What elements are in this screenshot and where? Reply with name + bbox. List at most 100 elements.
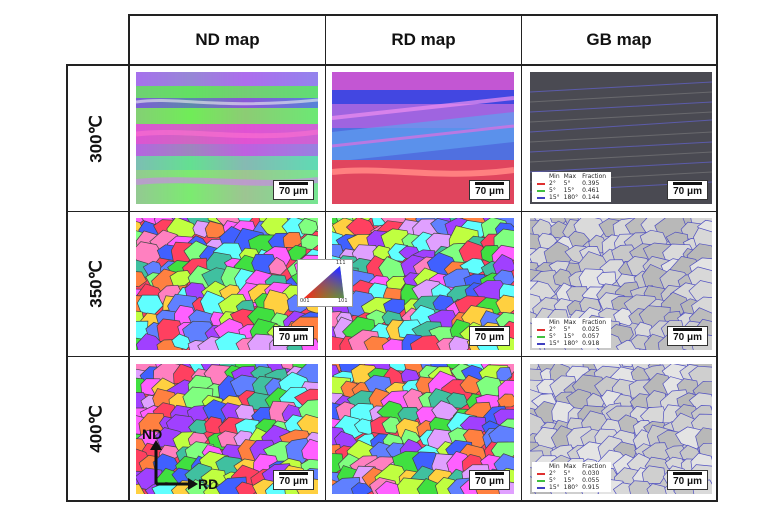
nd-map-400-image xyxy=(136,364,318,494)
scale-bar: 70 μm xyxy=(469,180,510,200)
scale-bar: 70 μm xyxy=(469,470,510,490)
row-header-400: 400℃ xyxy=(66,357,128,500)
column-header-gb-label: GB map xyxy=(586,30,652,49)
legend-fraction: 0.395 xyxy=(582,180,600,187)
legend-fraction: 0.025 xyxy=(582,326,600,333)
row-header-350-label: 350℃ xyxy=(87,260,106,308)
legend-header-fraction: Fraction xyxy=(582,173,607,180)
table-border-top xyxy=(128,14,718,16)
scale-bar: 70 μm xyxy=(273,470,314,490)
nd-map-400: 70 μm xyxy=(136,364,318,494)
legend-max: 5° xyxy=(563,326,571,333)
row-header-300: 300℃ xyxy=(66,66,128,211)
scale-bar-label: 70 μm xyxy=(279,332,308,343)
scale-bar-label: 70 μm xyxy=(475,332,504,343)
axis-label-rd: RD xyxy=(198,476,219,492)
table-border-col2 xyxy=(521,14,522,502)
grain xyxy=(497,393,514,408)
column-header-nd-label: ND map xyxy=(195,30,260,49)
table-border-row1 xyxy=(66,211,718,212)
legend-max: 180° xyxy=(563,484,579,491)
gb-map-300: Min Max Fraction 2° 5° 0.395 5° 15° 0.461 15° 1… xyxy=(530,72,712,204)
scale-bar-label: 70 μm xyxy=(475,186,504,197)
grain xyxy=(171,333,192,350)
scale-bar: 70 μm xyxy=(273,180,314,200)
scale-bar: 70 μm xyxy=(667,326,708,346)
legend-max: 15° xyxy=(563,333,575,340)
row-header-400-label: 400℃ xyxy=(87,404,106,453)
scale-bar: 70 μm xyxy=(273,326,314,346)
table-border-col1 xyxy=(325,14,326,502)
grain xyxy=(698,442,712,458)
legend-fraction: 0.915 xyxy=(582,484,600,491)
table-border-col0 xyxy=(128,14,130,502)
legend-min: 15° xyxy=(549,340,560,347)
table-border-bottom xyxy=(66,500,718,502)
scale-bar-label: 70 μm xyxy=(475,476,504,487)
nd-map-350: 70 μm xyxy=(136,218,318,350)
row-header-350: 350℃ xyxy=(66,212,128,356)
legend-min: 15° xyxy=(549,194,560,201)
grain xyxy=(381,338,407,350)
legend-max: 15° xyxy=(563,187,575,194)
grain xyxy=(621,364,635,368)
ipf-label-111: 111 xyxy=(336,260,346,266)
gb-legend-300: Min Max Fraction 2° 5° 0.395 5° 15° 0.461 15° 1… xyxy=(532,172,612,202)
sample-axes: ND RD xyxy=(142,426,222,492)
legend-max: 15° xyxy=(563,477,575,484)
column-header-rd-label: RD map xyxy=(391,30,456,49)
legend-fraction: 0.030 xyxy=(582,470,600,477)
column-header-gb: GB map xyxy=(522,14,716,66)
table-border-right xyxy=(716,14,718,502)
scale-bar-label: 70 μm xyxy=(673,186,702,197)
gb-legend-400: Min Max Fraction 2° 5° 0.030 5° 15° 0.055 15° 1… xyxy=(532,462,612,492)
legend-max: 180° xyxy=(563,340,579,347)
column-header-rd: RD map xyxy=(326,14,521,66)
legend-min: 5° xyxy=(549,477,556,484)
legend-header-max: Max xyxy=(563,463,577,470)
rd-map-400-image xyxy=(332,364,514,494)
legend-max: 180° xyxy=(563,194,579,201)
grain xyxy=(448,335,469,350)
gb-map-350: Min Max Fraction 2° 5° 0.025 5° 15° 0.057 15° 1… xyxy=(530,218,712,350)
ipf-label-101: 101 xyxy=(338,298,348,304)
grain xyxy=(136,483,146,494)
grain xyxy=(350,482,374,494)
rd-map-400: 70 μm xyxy=(332,364,514,494)
table-border-left xyxy=(66,64,68,502)
nd-map-300-image xyxy=(136,72,318,204)
grain xyxy=(169,270,194,288)
axes-arrows-icon xyxy=(150,440,198,490)
legend-max: 5° xyxy=(563,180,571,187)
scale-bar-label: 70 μm xyxy=(673,476,702,487)
legend-header-fraction: Fraction xyxy=(582,463,607,470)
scale-bar: 70 μm xyxy=(667,180,708,200)
grain xyxy=(136,271,148,288)
scale-bar-label: 70 μm xyxy=(279,186,308,197)
legend-fraction: 0.144 xyxy=(582,194,600,201)
axis-label-nd: ND xyxy=(142,426,163,442)
legend-fraction: 0.055 xyxy=(582,477,600,484)
scale-bar: 70 μm xyxy=(469,326,510,346)
legend-header-min: Min xyxy=(549,463,560,470)
rd-map-300: 70 μm xyxy=(332,72,514,204)
legend-fraction: 0.918 xyxy=(582,340,600,347)
row-header-300-label: 300℃ xyxy=(87,114,106,163)
ipf-color-key: 001 101 111 xyxy=(297,259,353,307)
legend-header-max: Max xyxy=(563,319,577,326)
legend-min: 5° xyxy=(549,187,556,194)
grain xyxy=(268,256,288,276)
grain xyxy=(301,438,318,464)
ipf-triangle-icon xyxy=(304,266,344,298)
legend-max: 5° xyxy=(563,470,571,477)
grain xyxy=(381,416,401,434)
column-header-nd: ND map xyxy=(130,14,325,66)
grain xyxy=(641,465,666,484)
scale-bar-label: 70 μm xyxy=(279,476,308,487)
gb-map-350-image xyxy=(530,218,712,350)
table-border-row2 xyxy=(66,356,718,357)
legend-header-fraction: Fraction xyxy=(582,319,607,326)
grain xyxy=(298,218,318,235)
grain xyxy=(204,220,227,239)
gb-map-400: Min Max Fraction 2° 5° 0.030 5° 15° 0.055 15° 1… xyxy=(530,364,712,494)
